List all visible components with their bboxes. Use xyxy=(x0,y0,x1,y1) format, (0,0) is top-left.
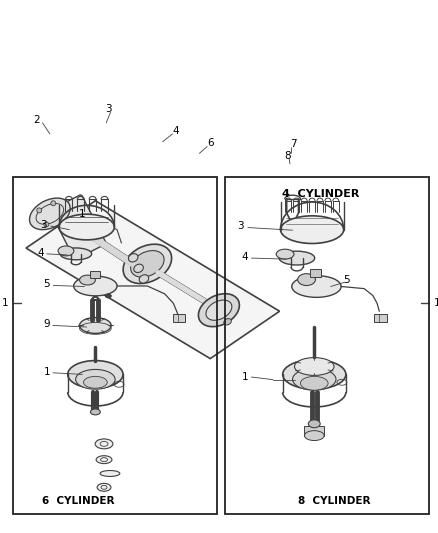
Text: 5: 5 xyxy=(343,275,349,285)
Ellipse shape xyxy=(37,208,42,213)
Ellipse shape xyxy=(95,439,113,449)
Ellipse shape xyxy=(74,276,117,296)
Ellipse shape xyxy=(205,300,231,320)
Text: 7: 7 xyxy=(289,140,296,149)
Ellipse shape xyxy=(276,249,293,259)
Ellipse shape xyxy=(307,420,319,427)
Text: 5: 5 xyxy=(43,279,50,289)
Text: 4: 4 xyxy=(172,126,178,136)
Ellipse shape xyxy=(282,360,345,389)
Ellipse shape xyxy=(291,276,340,297)
Ellipse shape xyxy=(128,254,138,262)
Ellipse shape xyxy=(292,368,335,390)
Text: 6: 6 xyxy=(206,138,213,148)
Text: 3: 3 xyxy=(237,221,244,231)
Text: 6  CYLINDER: 6 CYLINDER xyxy=(42,496,114,506)
Ellipse shape xyxy=(96,456,112,464)
Text: 1: 1 xyxy=(2,298,9,308)
Ellipse shape xyxy=(297,273,315,286)
Ellipse shape xyxy=(75,369,115,389)
Text: 8: 8 xyxy=(284,151,290,161)
Ellipse shape xyxy=(29,198,70,230)
Ellipse shape xyxy=(280,216,343,244)
Bar xyxy=(173,313,184,322)
Ellipse shape xyxy=(100,471,120,477)
Ellipse shape xyxy=(198,294,239,327)
Text: 4  CYLINDER: 4 CYLINDER xyxy=(282,189,359,199)
Bar xyxy=(374,313,386,322)
Ellipse shape xyxy=(105,294,111,298)
Ellipse shape xyxy=(79,318,111,333)
Ellipse shape xyxy=(300,376,327,390)
Ellipse shape xyxy=(304,431,323,441)
Ellipse shape xyxy=(83,376,107,388)
Text: 3: 3 xyxy=(105,103,111,114)
Ellipse shape xyxy=(223,319,231,325)
Ellipse shape xyxy=(90,409,100,415)
Text: 1: 1 xyxy=(43,367,50,377)
Ellipse shape xyxy=(131,251,164,277)
Ellipse shape xyxy=(79,275,95,285)
Text: 2: 2 xyxy=(33,115,40,125)
Text: 3: 3 xyxy=(40,221,46,230)
Ellipse shape xyxy=(44,222,49,227)
Ellipse shape xyxy=(58,246,74,256)
FancyBboxPatch shape xyxy=(50,195,106,259)
Ellipse shape xyxy=(67,360,123,388)
Ellipse shape xyxy=(134,264,143,272)
Text: 4: 4 xyxy=(241,252,247,262)
Bar xyxy=(225,177,428,514)
Bar xyxy=(13,177,216,514)
Ellipse shape xyxy=(51,201,56,206)
Text: 1: 1 xyxy=(241,372,247,382)
Text: 8  CYLINDER: 8 CYLINDER xyxy=(297,496,369,506)
Ellipse shape xyxy=(97,483,111,491)
Text: 1: 1 xyxy=(79,209,85,219)
Ellipse shape xyxy=(59,214,114,240)
Polygon shape xyxy=(26,201,279,359)
Ellipse shape xyxy=(294,358,333,375)
Bar xyxy=(309,269,321,277)
Bar xyxy=(304,426,323,435)
Text: 9: 9 xyxy=(43,319,50,329)
Ellipse shape xyxy=(123,244,171,284)
Bar xyxy=(90,271,100,278)
Ellipse shape xyxy=(279,251,314,265)
Ellipse shape xyxy=(60,248,92,260)
Ellipse shape xyxy=(139,274,148,283)
Text: 1: 1 xyxy=(432,298,438,308)
Text: 4: 4 xyxy=(37,248,44,259)
